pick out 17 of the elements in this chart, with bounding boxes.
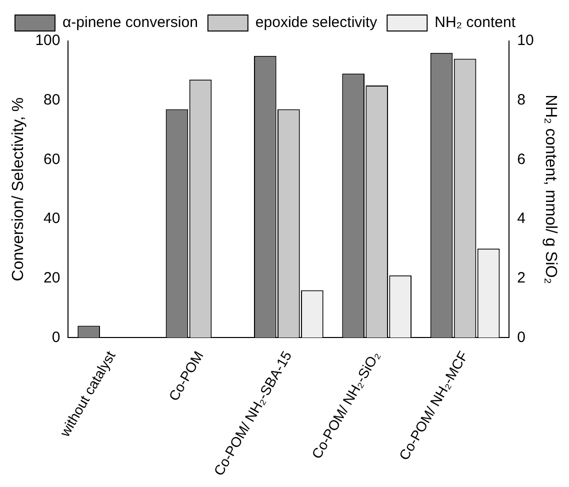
y-tick-label: 100: [35, 32, 60, 50]
legend-label: epoxide selectivity: [255, 14, 378, 32]
y2-tick-label: 0: [517, 328, 526, 346]
y2-axis-title: NH₂ content, mmol/ g SiO₂: [542, 94, 559, 284]
legend-label: α-pinene conversion: [62, 14, 198, 32]
y-tick-label: 20: [44, 269, 60, 286]
y2-tick-label: 8: [517, 91, 526, 108]
legend-label: NH₂ content: [434, 14, 516, 32]
y-tick-label: 40: [44, 210, 60, 228]
y-tick-label: 80: [44, 91, 60, 108]
y2-tick-label: 6: [517, 150, 526, 168]
y2-tick-label: 2: [517, 269, 526, 286]
y2-tick-label: 10: [517, 32, 534, 50]
y-tick-label: 0: [52, 328, 60, 346]
y-tick-label: 60: [44, 150, 60, 168]
y2-tick-label: 4: [517, 210, 526, 228]
y-axis-title: Conversion/ Selectivity, %: [10, 97, 28, 282]
